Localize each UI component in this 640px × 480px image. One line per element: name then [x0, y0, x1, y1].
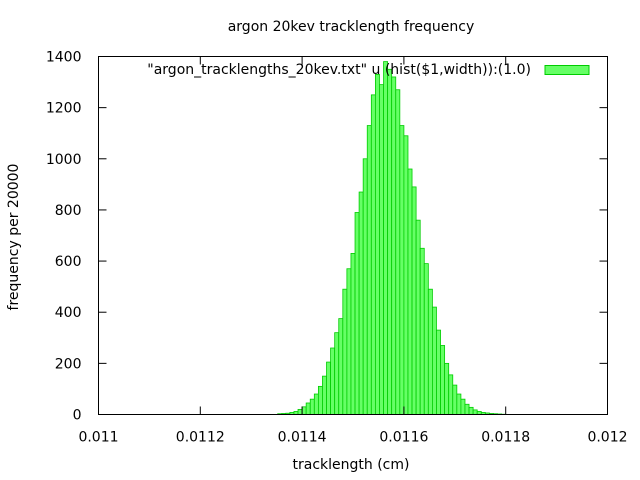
legend-swatch	[544, 65, 590, 75]
histogram-bar	[322, 375, 327, 415]
histogram-bar	[436, 329, 441, 415]
histogram-bar	[313, 393, 319, 415]
y-tick-label: 200	[55, 356, 82, 372]
axes-group: 0 200 400 600 800 1000 1200 1400 0.011 0.0112 0.01…	[46, 50, 628, 446]
y-axis-label: frequency per 20000	[6, 164, 22, 311]
x-tick-label: 0.0114	[278, 430, 327, 446]
histogram-bar	[472, 409, 478, 415]
x-tick-label: 0.0112	[176, 430, 225, 446]
x-tick-label: 0.0116	[379, 430, 428, 446]
histogram-bar	[358, 191, 364, 415]
histogram-bar	[444, 362, 450, 415]
histogram-bar	[346, 268, 352, 415]
histogram-bar	[354, 212, 360, 415]
histogram-bar	[452, 384, 458, 415]
histogram-bar	[350, 252, 356, 415]
histogram-bar	[407, 168, 413, 415]
chart-title: argon 20kev tracklength frequency	[228, 19, 475, 35]
histogram-bar	[362, 158, 368, 415]
histogram-bar	[440, 345, 446, 415]
histogram-bar	[423, 263, 429, 415]
histogram-bar	[301, 406, 307, 415]
legend: "argon_tracklengths_20kev.txt" u (hist($…	[147, 62, 590, 78]
histogram-bar	[370, 94, 376, 415]
legend-label: "argon_tracklengths_20kev.txt" u (hist($…	[147, 62, 531, 78]
histogram-bar	[464, 403, 470, 415]
x-axis-label: tracklength (cm)	[293, 457, 410, 473]
y-tick-label: 1200	[46, 101, 82, 117]
histogram-bar	[415, 219, 421, 415]
histogram-bar	[431, 306, 437, 415]
histogram-bar	[448, 374, 454, 415]
histogram-bar	[427, 288, 433, 415]
histogram-bar	[338, 318, 344, 415]
histogram-bar	[383, 61, 389, 415]
plot-frame	[98, 56, 608, 415]
histogram-bar	[411, 186, 417, 415]
histogram-bar	[334, 332, 340, 415]
histogram-bar	[297, 408, 303, 415]
x-tick-label: 0.0118	[481, 430, 530, 446]
histogram-bar	[399, 125, 405, 415]
x-tick-label: 0.011	[78, 430, 118, 446]
histogram-bar	[395, 89, 401, 415]
histogram-bar	[387, 68, 393, 415]
histogram-bar	[305, 402, 311, 415]
y-tick-label: 1000	[46, 152, 82, 168]
histogram-bar	[391, 76, 397, 415]
y-tick-label: 600	[55, 254, 82, 270]
y-tick-label: 0	[73, 408, 82, 424]
bars-group	[277, 61, 507, 415]
histogram-bar	[366, 125, 372, 415]
histogram-bar	[330, 347, 336, 415]
x-tick-label: 0.012	[587, 430, 627, 446]
histogram-bar	[456, 393, 462, 415]
histogram-bar	[326, 361, 331, 415]
histogram-bar	[374, 74, 380, 415]
histogram-bar	[309, 398, 315, 415]
y-tick-label: 400	[55, 305, 82, 321]
histogram-bar	[419, 247, 425, 415]
histogram-bar	[460, 398, 466, 415]
histogram-bar	[379, 84, 384, 415]
histogram-bar	[403, 135, 409, 415]
histogram-bar	[342, 288, 348, 415]
histogram-bar	[317, 385, 323, 415]
y-tick-label: 1400	[46, 50, 82, 66]
y-tick-label: 800	[55, 203, 82, 219]
histogram-bar	[468, 406, 474, 415]
